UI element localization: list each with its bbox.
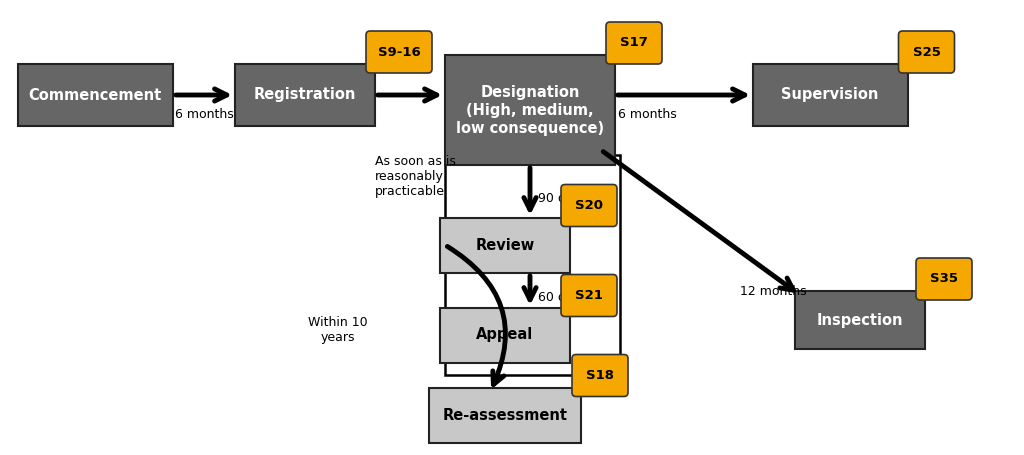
Text: 6 months: 6 months	[175, 108, 233, 121]
Text: 60 days: 60 days	[538, 291, 588, 304]
Text: Within 10
years: Within 10 years	[308, 316, 368, 344]
FancyBboxPatch shape	[440, 308, 570, 363]
Text: Registration: Registration	[254, 87, 356, 102]
Text: Supervision: Supervision	[781, 87, 879, 102]
FancyBboxPatch shape	[17, 64, 172, 126]
Text: Appeal: Appeal	[476, 328, 534, 343]
Text: 12 months: 12 months	[740, 285, 807, 298]
Text: S18: S18	[586, 369, 614, 382]
Text: S9-16: S9-16	[378, 46, 421, 59]
Text: S25: S25	[912, 46, 940, 59]
Text: As soon as is
reasonably
practicable: As soon as is reasonably practicable	[375, 155, 456, 198]
Text: Inspection: Inspection	[817, 313, 903, 328]
FancyBboxPatch shape	[753, 64, 907, 126]
FancyBboxPatch shape	[916, 258, 972, 300]
Text: S35: S35	[930, 273, 958, 285]
FancyBboxPatch shape	[445, 55, 615, 165]
Text: S17: S17	[621, 36, 648, 50]
FancyBboxPatch shape	[561, 274, 617, 317]
Text: 6 months: 6 months	[618, 108, 677, 121]
Text: Re-assessment: Re-assessment	[442, 408, 567, 423]
Text: Designation
(High, medium,
low consequence): Designation (High, medium, low consequen…	[456, 85, 604, 136]
Text: Review: Review	[475, 238, 535, 253]
Text: S20: S20	[575, 199, 603, 212]
FancyBboxPatch shape	[572, 354, 628, 396]
FancyBboxPatch shape	[898, 31, 954, 73]
Text: 90 days: 90 days	[538, 192, 588, 205]
FancyBboxPatch shape	[795, 291, 925, 349]
FancyBboxPatch shape	[234, 64, 375, 126]
FancyBboxPatch shape	[606, 22, 662, 64]
FancyBboxPatch shape	[429, 388, 581, 443]
FancyBboxPatch shape	[561, 184, 617, 227]
Text: Commencement: Commencement	[29, 87, 162, 102]
Bar	[445, 155, 620, 375]
FancyBboxPatch shape	[366, 31, 432, 73]
Text: S21: S21	[575, 289, 603, 302]
FancyBboxPatch shape	[440, 217, 570, 273]
